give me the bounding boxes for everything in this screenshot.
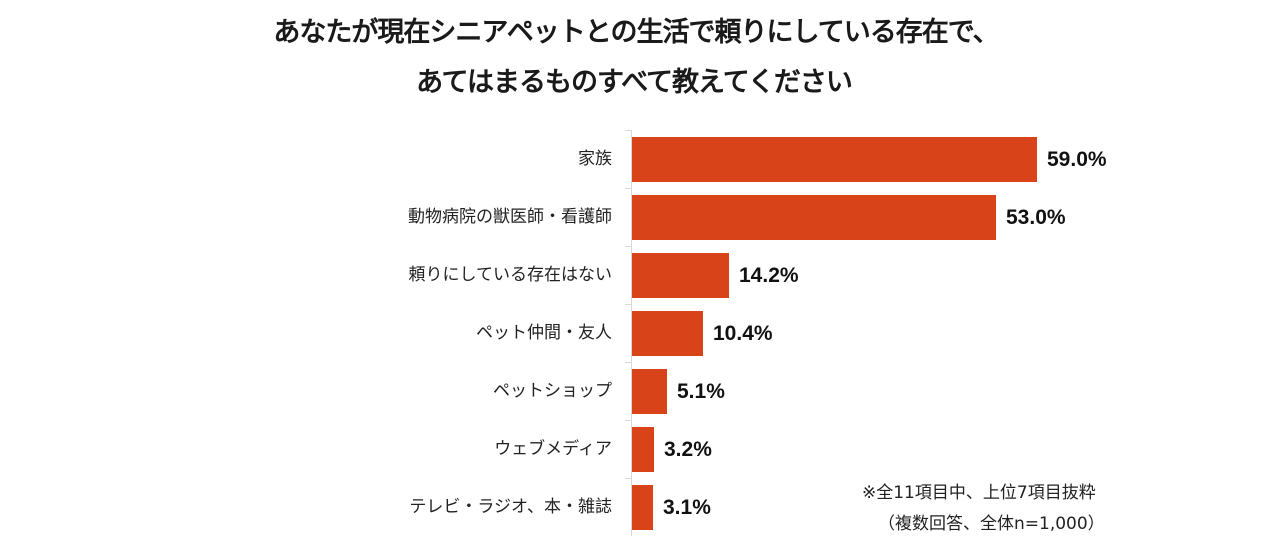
bar <box>632 311 703 356</box>
axis-tick <box>625 130 632 131</box>
category-label: 家族 <box>578 149 612 169</box>
category-label: ウェブメディア <box>494 439 612 459</box>
bar <box>632 137 1037 182</box>
chart-title-line-1: あなたが現在シニアペットとの生活で頼りにしている存在で、 <box>273 17 999 48</box>
bar-row: ペットショップ 5.1% <box>0 369 1280 427</box>
category-label: 頼りにしている存在はない <box>408 265 613 285</box>
value-label: 10.4% <box>713 322 773 345</box>
bar-row: 家族 59.0% <box>0 137 1280 195</box>
bar <box>632 195 996 240</box>
bar <box>632 369 667 414</box>
note-top-items: ※全11項目中、上位7項目抜粋 <box>862 483 1096 503</box>
bar-row: 頼りにしている存在はない 14.2% <box>0 253 1280 311</box>
bar-row: ウェブメディア 3.2% <box>0 427 1280 485</box>
category-axis <box>631 130 632 536</box>
bar <box>632 485 653 530</box>
axis-tick <box>625 188 632 189</box>
value-label: 5.1% <box>677 380 725 403</box>
axis-tick <box>625 246 632 247</box>
axis-tick <box>625 420 632 421</box>
bar <box>632 253 729 298</box>
axis-tick <box>625 362 632 363</box>
bar-row: テレビ・ラジオ、本・雑誌 3.1% <box>0 485 1280 543</box>
value-label: 14.2% <box>739 264 799 287</box>
note-sample-size: （複数回答、全体n=1,000） <box>878 514 1105 534</box>
bar <box>632 427 654 472</box>
value-label: 3.2% <box>664 438 712 461</box>
category-label: ペット仲間・友人 <box>476 323 612 343</box>
category-label: 動物病院の獣医師・看護師 <box>408 207 612 227</box>
value-label: 53.0% <box>1006 206 1066 229</box>
value-label: 59.0% <box>1047 148 1107 171</box>
value-label: 3.1% <box>663 496 711 519</box>
chart-title-line-2: あてはまるものすべて教えてください <box>416 67 853 98</box>
category-label: ペットショップ <box>493 381 612 401</box>
bar-row: ペット仲間・友人 10.4% <box>0 311 1280 369</box>
category-label: テレビ・ラジオ、本・雑誌 <box>409 497 612 517</box>
bar-row: 動物病院の獣医師・看護師 53.0% <box>0 195 1280 253</box>
axis-tick <box>625 304 632 305</box>
axis-tick <box>625 478 632 479</box>
